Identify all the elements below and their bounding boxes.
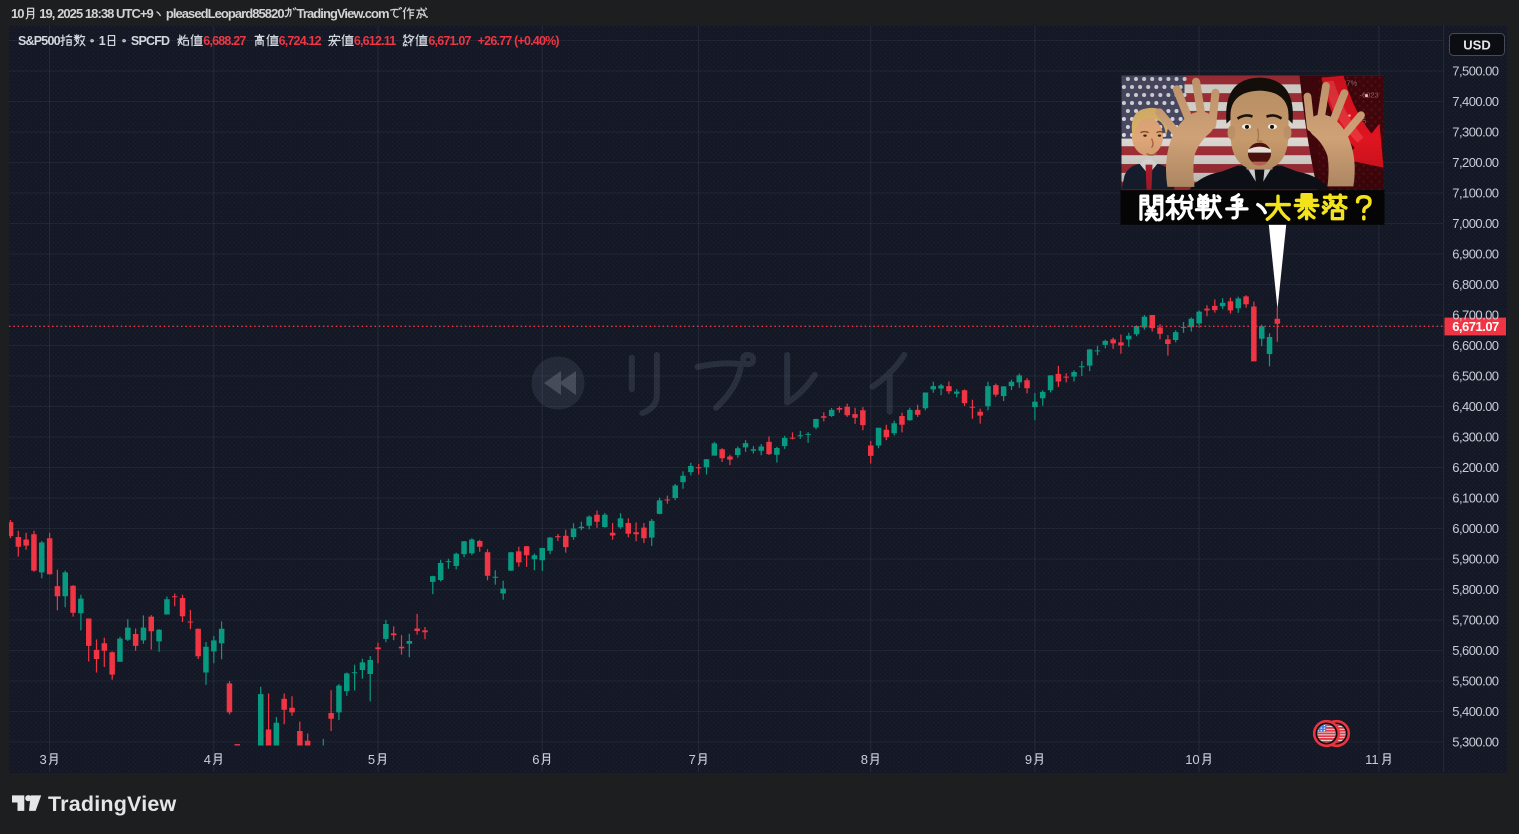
svg-text:5,800.00: 5,800.00 xyxy=(1452,582,1499,597)
svg-text:7,100.00: 7,100.00 xyxy=(1452,186,1499,201)
svg-text:6,600.00: 6,600.00 xyxy=(1452,338,1499,353)
svg-text:6,400.00: 6,400.00 xyxy=(1452,399,1499,414)
svg-text:7,000.00: 7,000.00 xyxy=(1452,216,1499,231)
svg-text:9: 9 xyxy=(1025,752,1032,767)
svg-text:6,671.07: 6,671.07 xyxy=(1452,319,1499,334)
svg-text:5,500.00: 5,500.00 xyxy=(1452,674,1499,689)
svg-text:6,100.00: 6,100.00 xyxy=(1452,491,1499,506)
svg-text:11: 11 xyxy=(1365,752,1379,767)
svg-text:5: 5 xyxy=(368,752,375,767)
svg-text:7,300.00: 7,300.00 xyxy=(1452,125,1499,140)
svg-text:5,700.00: 5,700.00 xyxy=(1452,613,1499,628)
svg-text:5,400.00: 5,400.00 xyxy=(1452,704,1499,719)
svg-text:5,300.00: 5,300.00 xyxy=(1452,735,1499,750)
svg-text:3: 3 xyxy=(40,752,47,767)
svg-text:5,900.00: 5,900.00 xyxy=(1452,552,1499,567)
svg-text:7: 7 xyxy=(689,752,696,767)
svg-text:6,900.00: 6,900.00 xyxy=(1452,247,1499,262)
svg-text:6,300.00: 6,300.00 xyxy=(1452,430,1499,445)
svg-text:5,600.00: 5,600.00 xyxy=(1452,643,1499,658)
svg-text:6: 6 xyxy=(532,752,539,767)
svg-text:7,200.00: 7,200.00 xyxy=(1452,155,1499,170)
svg-text:7,400.00: 7,400.00 xyxy=(1452,94,1499,109)
svg-text:10: 10 xyxy=(1185,752,1199,767)
svg-text:TradingView: TradingView xyxy=(48,792,177,816)
svg-text:6,500.00: 6,500.00 xyxy=(1452,369,1499,384)
svg-text:USD: USD xyxy=(1463,38,1490,53)
svg-text:6,000.00: 6,000.00 xyxy=(1452,521,1499,536)
svg-text:8: 8 xyxy=(861,752,868,767)
svg-text:7,500.00: 7,500.00 xyxy=(1452,64,1499,79)
svg-text:4: 4 xyxy=(204,752,211,767)
svg-text:6,200.00: 6,200.00 xyxy=(1452,460,1499,475)
svg-text:6,800.00: 6,800.00 xyxy=(1452,277,1499,292)
svg-text:6,700.00: 6,700.00 xyxy=(1452,308,1499,323)
